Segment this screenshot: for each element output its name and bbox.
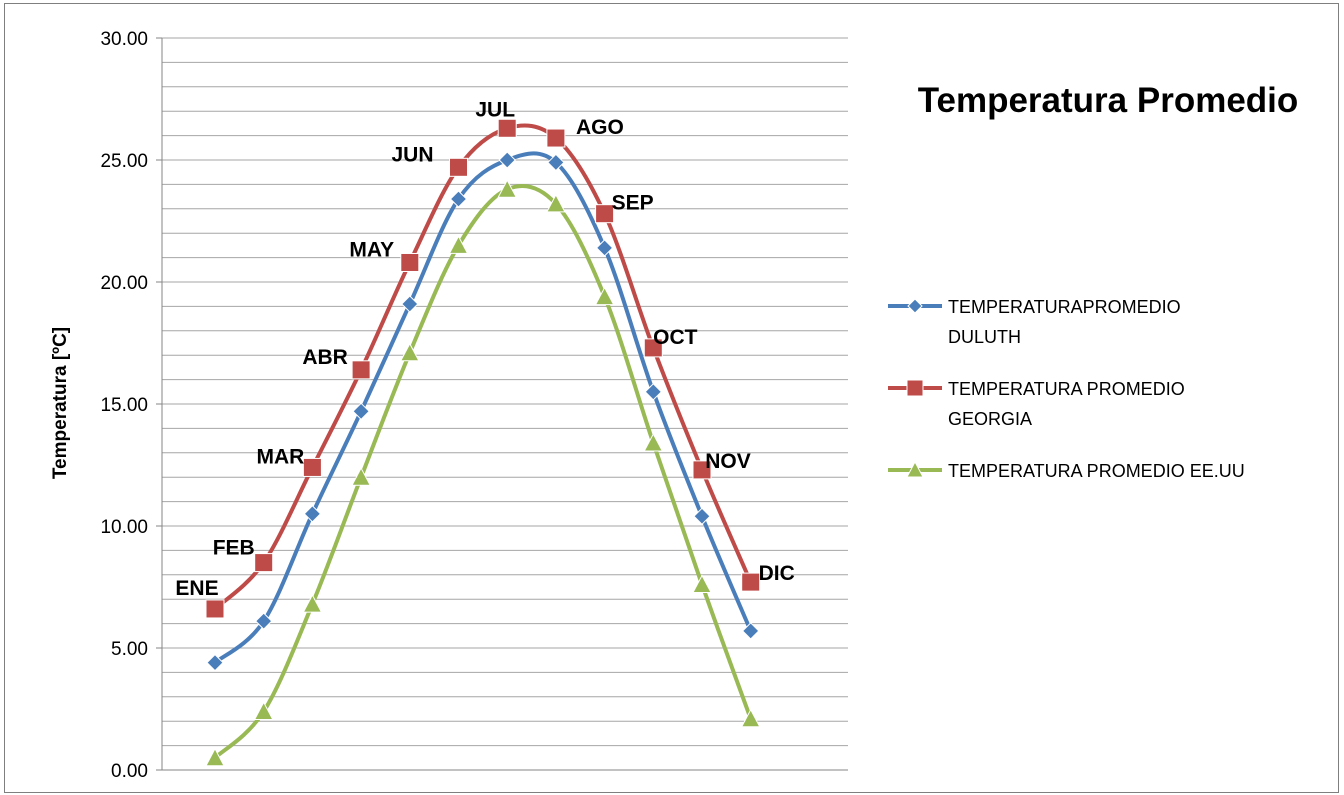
y-axis-title: Temperatura [ºC] (50, 327, 71, 479)
data-label: ENE (175, 577, 218, 600)
data-point (254, 553, 274, 573)
data-point (497, 179, 518, 198)
data-point (254, 612, 273, 630)
y-tick-label: 10.00 (100, 517, 148, 538)
series-0 (206, 151, 760, 672)
data-point (546, 128, 566, 148)
data-point (352, 402, 370, 421)
y-tick-label: 20.00 (100, 273, 148, 294)
data-point (206, 653, 224, 672)
data-point (692, 574, 712, 594)
data-label: FEB (213, 537, 255, 560)
legend: TEMPERATURAPROMEDIO DULUTH TEMPERATURA PRO… (888, 297, 1245, 481)
grid-lines (162, 37, 848, 771)
data-point (740, 708, 761, 728)
series-2 (205, 179, 761, 767)
data-label: MAY (349, 238, 394, 261)
legend-entry-2: TEMPERATURA PROMEDIO EE.UU (888, 460, 1245, 481)
data-point (449, 190, 468, 208)
legend-marker (907, 298, 923, 314)
series-line (213, 151, 753, 665)
data-label: OCT (653, 326, 698, 349)
data-point (303, 505, 322, 523)
data-point (497, 118, 517, 138)
data-point (351, 467, 371, 486)
data-point (741, 622, 760, 640)
axes: 0.00 5.00 10.00 15.00 20.00 25.00 30.00 (100, 29, 848, 782)
data-point (692, 460, 712, 480)
data-point (498, 151, 516, 169)
data-label: DIC (759, 562, 795, 585)
y-tick-label: 15.00 (100, 395, 148, 416)
legend-label: DULUTH (948, 327, 1021, 347)
y-tick-label: 25.00 (100, 151, 148, 172)
data-label: NOV (705, 450, 751, 473)
data-point (547, 153, 565, 172)
legend-label: TEMPERATURA PROMEDIO EE.UU (948, 461, 1245, 481)
data-point (546, 193, 566, 213)
series-layer (205, 118, 761, 767)
data-point (302, 594, 323, 613)
data-point (302, 457, 322, 477)
data-point (448, 235, 469, 254)
data-label: SEP (612, 192, 654, 215)
data-label: AGO (576, 116, 624, 139)
legend-label: TEMPERATURAPROMEDIO (948, 297, 1181, 317)
y-tick-label: 0.00 (111, 761, 148, 782)
data-point (205, 599, 225, 619)
legend-marker (906, 460, 924, 478)
legend-label: GEORGIA (948, 409, 1032, 429)
data-point (643, 432, 664, 452)
data-point (401, 295, 419, 313)
data-point (351, 360, 371, 380)
data-point (449, 157, 468, 177)
legend-entry-1: TEMPERATURA PROMEDIO GEORGIA (888, 379, 1185, 429)
y-tick-label: 30.00 (100, 29, 148, 50)
series-line (213, 123, 753, 611)
data-point (693, 507, 711, 525)
data-label: JUN (391, 143, 433, 166)
data-point (741, 572, 761, 592)
legend-label: TEMPERATURA PROMEDIO (948, 379, 1185, 399)
data-point (253, 701, 274, 720)
data-point (595, 239, 614, 257)
data-labels: ENE FEB MAR ABR MAY JUN JUL AGO SEP OCT NOV DIC (175, 98, 794, 600)
y-tick-label: 5.00 (111, 639, 148, 660)
data-point (643, 338, 663, 358)
data-label: MAR (256, 445, 304, 468)
legend-marker (906, 379, 924, 397)
data-point (595, 204, 615, 224)
data-point (644, 383, 663, 401)
data-point (594, 286, 615, 306)
data-label: ABR (302, 346, 348, 369)
series-1 (205, 118, 761, 619)
data-label: JUL (475, 98, 515, 121)
data-point (400, 252, 420, 272)
legend-entry-0: TEMPERATURAPROMEDIO DULUTH (888, 297, 1181, 347)
data-point (205, 747, 225, 767)
data-point (399, 342, 420, 362)
chart-title: Temperatura Promedio (918, 81, 1299, 120)
